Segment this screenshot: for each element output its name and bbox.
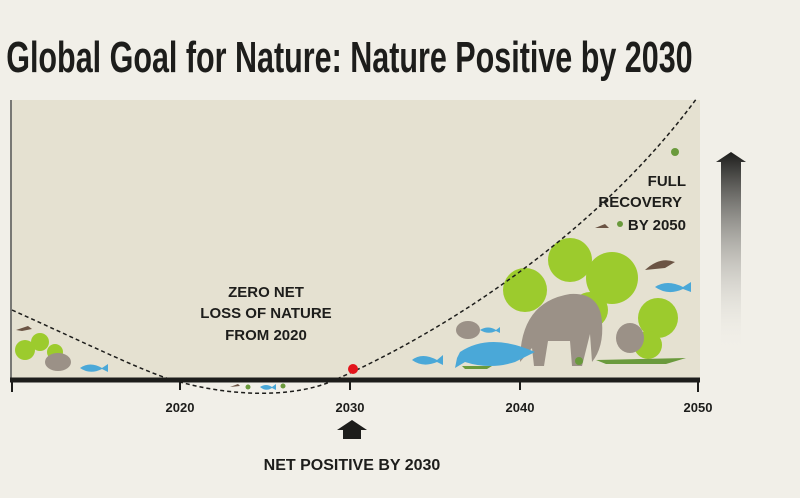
up-arrow-icon [337, 420, 367, 439]
axis-ticks [11, 380, 699, 392]
svg-text:RECOVERY: RECOVERY [598, 194, 682, 211]
shark-icon [412, 355, 443, 365]
svg-text:LOSS OF NATURE: LOSS OF NATURE [200, 305, 331, 322]
elephant-icon [520, 293, 603, 366]
crocodile-icon [462, 366, 492, 369]
shark-icon [80, 364, 108, 372]
full-recovery-annotation: FULL RECOVERY BY 2050 [598, 173, 686, 234]
nature-trend-curve [11, 97, 698, 394]
net-positive-label: NET POSITIVE BY 2030 [264, 457, 441, 474]
frog-icon [617, 221, 623, 227]
tick-label-2030: 2030 [336, 400, 365, 415]
frog-icon [575, 357, 583, 365]
crocodile-icon [596, 358, 686, 364]
left-wildlife-illustration [15, 326, 108, 372]
shark-icon [655, 282, 691, 293]
elephant-icon [45, 353, 71, 371]
net-positive-marker [348, 364, 358, 374]
fish-icon [260, 384, 276, 390]
right-wildlife-illustration [412, 148, 691, 369]
elephant-icon [456, 321, 480, 339]
frog-icon [245, 384, 251, 390]
increase-arrow-icon [716, 152, 746, 352]
page-title: Global Goal for Nature: Nature Positive … [6, 33, 692, 82]
bird-icon [16, 326, 32, 331]
svg-text:FROM 2020: FROM 2020 [225, 327, 307, 344]
svg-text:FULL: FULL [648, 173, 686, 190]
frog-icon [280, 383, 286, 389]
fish-icon [480, 327, 500, 333]
zero-net-annotation: ZERO NET LOSS OF NATURE FROM 2020 [200, 284, 331, 344]
frog-icon [671, 148, 679, 156]
elephant-icon [616, 323, 644, 353]
tick-label-2050: 2050 [684, 400, 713, 415]
bird-icon [645, 260, 675, 270]
mid-wildlife-illustration [230, 383, 286, 390]
shark-icon [455, 342, 535, 368]
bird-icon [595, 224, 609, 228]
tick-label-2020: 2020 [166, 400, 195, 415]
bird-icon [230, 384, 240, 387]
svg-text:ZERO NET: ZERO NET [228, 284, 304, 301]
svg-text:BY 2050: BY 2050 [628, 217, 686, 234]
tick-label-2040: 2040 [506, 400, 535, 415]
